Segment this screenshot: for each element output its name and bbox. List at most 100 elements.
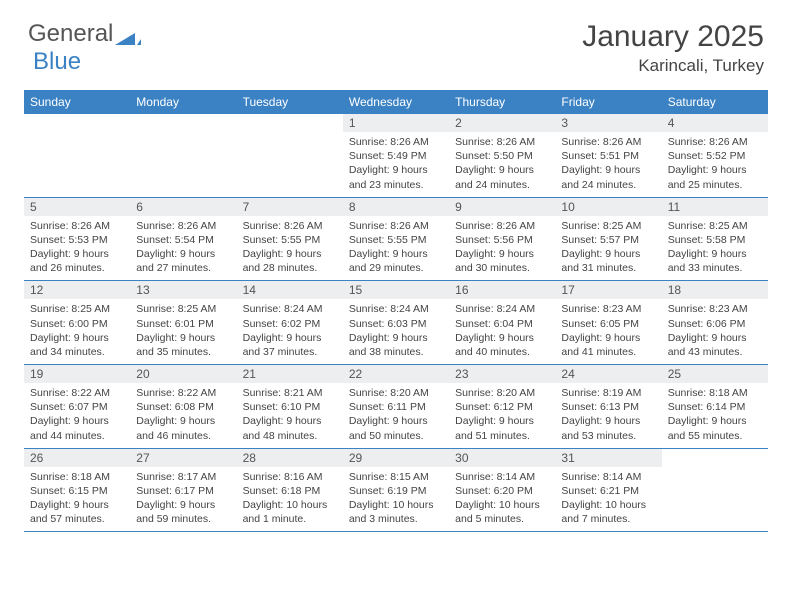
day-cell: 5Sunrise: 8:26 AMSunset: 5:53 PMDaylight… [24, 198, 130, 281]
day-cell: 14Sunrise: 8:24 AMSunset: 6:02 PMDayligh… [237, 281, 343, 364]
daylight-text-1: Daylight: 9 hours [136, 414, 230, 428]
daylight-text-2: and 7 minutes. [561, 512, 655, 526]
daylight-text-1: Daylight: 9 hours [243, 414, 337, 428]
daylight-text-2: and 46 minutes. [136, 429, 230, 443]
sunrise-text: Sunrise: 8:26 AM [455, 135, 549, 149]
sunset-text: Sunset: 6:05 PM [561, 317, 655, 331]
sunrise-text: Sunrise: 8:18 AM [30, 470, 124, 484]
weeks-container: 1Sunrise: 8:26 AMSunset: 5:49 PMDaylight… [24, 114, 768, 532]
brand-logo: General [28, 20, 145, 48]
sunrise-text: Sunrise: 8:26 AM [349, 135, 443, 149]
sunrise-text: Sunrise: 8:26 AM [668, 135, 762, 149]
daylight-text-1: Daylight: 9 hours [349, 163, 443, 177]
week-row: 1Sunrise: 8:26 AMSunset: 5:49 PMDaylight… [24, 114, 768, 198]
sunrise-text: Sunrise: 8:25 AM [136, 302, 230, 316]
sunset-text: Sunset: 6:13 PM [561, 400, 655, 414]
sunset-text: Sunset: 5:53 PM [30, 233, 124, 247]
daylight-text-1: Daylight: 9 hours [455, 331, 549, 345]
day-cell [237, 114, 343, 197]
day-number: 25 [662, 365, 768, 383]
daylight-text-2: and 51 minutes. [455, 429, 549, 443]
daylight-text-2: and 5 minutes. [455, 512, 549, 526]
sunrise-text: Sunrise: 8:14 AM [561, 470, 655, 484]
daylight-text-1: Daylight: 9 hours [455, 414, 549, 428]
day-number: 16 [449, 281, 555, 299]
daylight-text-2: and 57 minutes. [30, 512, 124, 526]
sunrise-text: Sunrise: 8:26 AM [243, 219, 337, 233]
day-cell: 4Sunrise: 8:26 AMSunset: 5:52 PMDaylight… [662, 114, 768, 197]
day-cell: 18Sunrise: 8:23 AMSunset: 6:06 PMDayligh… [662, 281, 768, 364]
sunset-text: Sunset: 6:08 PM [136, 400, 230, 414]
day-info: Sunrise: 8:23 AMSunset: 6:05 PMDaylight:… [555, 299, 661, 364]
day-info: Sunrise: 8:26 AMSunset: 5:54 PMDaylight:… [130, 216, 236, 281]
day-info: Sunrise: 8:25 AMSunset: 6:01 PMDaylight:… [130, 299, 236, 364]
day-cell: 1Sunrise: 8:26 AMSunset: 5:49 PMDaylight… [343, 114, 449, 197]
day-cell: 6Sunrise: 8:26 AMSunset: 5:54 PMDaylight… [130, 198, 236, 281]
day-info: Sunrise: 8:21 AMSunset: 6:10 PMDaylight:… [237, 383, 343, 448]
sunset-text: Sunset: 5:49 PM [349, 149, 443, 163]
daylight-text-1: Daylight: 9 hours [136, 247, 230, 261]
sunset-text: Sunset: 6:15 PM [30, 484, 124, 498]
daylight-text-1: Daylight: 10 hours [455, 498, 549, 512]
daylight-text-1: Daylight: 9 hours [668, 247, 762, 261]
weekday-label: Thursday [449, 90, 555, 114]
day-info: Sunrise: 8:24 AMSunset: 6:02 PMDaylight:… [237, 299, 343, 364]
day-cell: 13Sunrise: 8:25 AMSunset: 6:01 PMDayligh… [130, 281, 236, 364]
sunset-text: Sunset: 6:11 PM [349, 400, 443, 414]
daylight-text-1: Daylight: 9 hours [455, 163, 549, 177]
daylight-text-1: Daylight: 9 hours [561, 163, 655, 177]
weekday-label: Saturday [662, 90, 768, 114]
day-cell: 21Sunrise: 8:21 AMSunset: 6:10 PMDayligh… [237, 365, 343, 448]
sunrise-text: Sunrise: 8:26 AM [30, 219, 124, 233]
daylight-text-1: Daylight: 9 hours [561, 331, 655, 345]
day-info: Sunrise: 8:14 AMSunset: 6:21 PMDaylight:… [555, 467, 661, 532]
day-number: 20 [130, 365, 236, 383]
sunset-text: Sunset: 6:04 PM [455, 317, 549, 331]
sunrise-text: Sunrise: 8:20 AM [455, 386, 549, 400]
daylight-text-2: and 30 minutes. [455, 261, 549, 275]
sunset-text: Sunset: 5:55 PM [243, 233, 337, 247]
daylight-text-1: Daylight: 10 hours [349, 498, 443, 512]
day-info: Sunrise: 8:26 AMSunset: 5:50 PMDaylight:… [449, 132, 555, 197]
daylight-text-2: and 1 minute. [243, 512, 337, 526]
day-info: Sunrise: 8:22 AMSunset: 6:08 PMDaylight:… [130, 383, 236, 448]
daylight-text-1: Daylight: 9 hours [668, 163, 762, 177]
day-info: Sunrise: 8:25 AMSunset: 5:57 PMDaylight:… [555, 216, 661, 281]
week-row: 19Sunrise: 8:22 AMSunset: 6:07 PMDayligh… [24, 365, 768, 449]
daylight-text-2: and 41 minutes. [561, 345, 655, 359]
day-info: Sunrise: 8:26 AMSunset: 5:55 PMDaylight:… [237, 216, 343, 281]
sunrise-text: Sunrise: 8:18 AM [668, 386, 762, 400]
weekday-label: Sunday [24, 90, 130, 114]
sunrise-text: Sunrise: 8:20 AM [349, 386, 443, 400]
weekday-label: Friday [555, 90, 661, 114]
day-cell: 29Sunrise: 8:15 AMSunset: 6:19 PMDayligh… [343, 449, 449, 532]
day-cell [24, 114, 130, 197]
daylight-text-1: Daylight: 9 hours [30, 247, 124, 261]
daylight-text-1: Daylight: 9 hours [243, 331, 337, 345]
day-info: Sunrise: 8:26 AMSunset: 5:56 PMDaylight:… [449, 216, 555, 281]
daylight-text-1: Daylight: 10 hours [561, 498, 655, 512]
daylight-text-1: Daylight: 9 hours [243, 247, 337, 261]
daylight-text-2: and 48 minutes. [243, 429, 337, 443]
day-cell: 9Sunrise: 8:26 AMSunset: 5:56 PMDaylight… [449, 198, 555, 281]
day-cell: 25Sunrise: 8:18 AMSunset: 6:14 PMDayligh… [662, 365, 768, 448]
title-block: January 2025 Karincali, Turkey [582, 20, 764, 76]
day-number: 8 [343, 198, 449, 216]
day-number: 14 [237, 281, 343, 299]
daylight-text-1: Daylight: 9 hours [136, 331, 230, 345]
daylight-text-2: and 27 minutes. [136, 261, 230, 275]
day-number: 2 [449, 114, 555, 132]
sunset-text: Sunset: 6:03 PM [349, 317, 443, 331]
weekday-label: Monday [130, 90, 236, 114]
daylight-text-2: and 29 minutes. [349, 261, 443, 275]
day-number: 22 [343, 365, 449, 383]
daylight-text-2: and 35 minutes. [136, 345, 230, 359]
day-cell: 20Sunrise: 8:22 AMSunset: 6:08 PMDayligh… [130, 365, 236, 448]
daylight-text-2: and 31 minutes. [561, 261, 655, 275]
daylight-text-1: Daylight: 9 hours [668, 414, 762, 428]
sunrise-text: Sunrise: 8:25 AM [668, 219, 762, 233]
daylight-text-2: and 3 minutes. [349, 512, 443, 526]
day-info: Sunrise: 8:24 AMSunset: 6:04 PMDaylight:… [449, 299, 555, 364]
daylight-text-1: Daylight: 9 hours [30, 414, 124, 428]
daylight-text-2: and 25 minutes. [668, 178, 762, 192]
